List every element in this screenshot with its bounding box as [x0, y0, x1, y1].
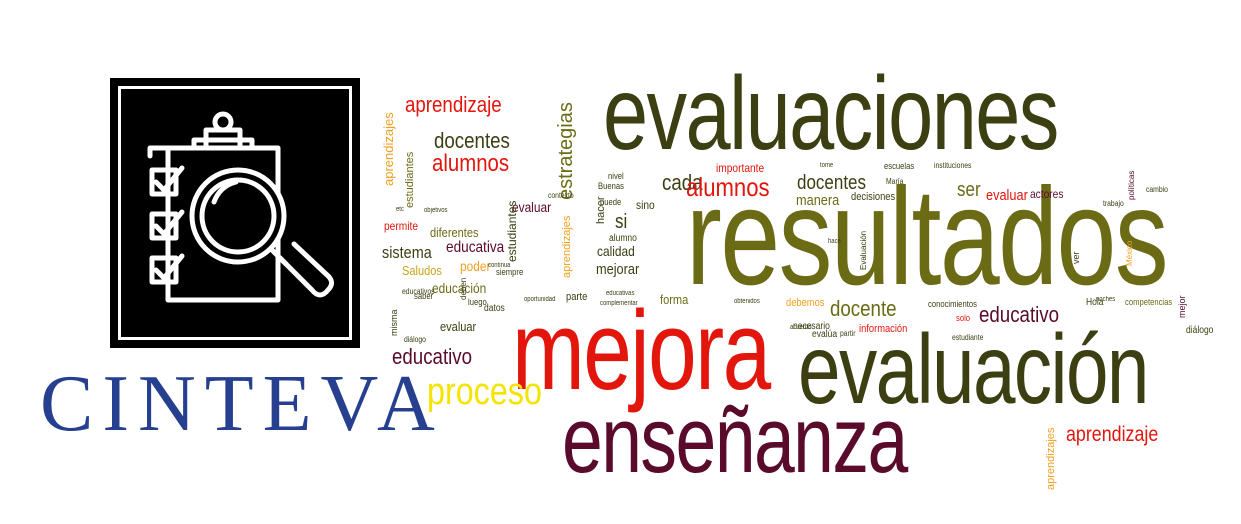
cloud-word: misma — [389, 309, 399, 337]
cloud-word: evaluar — [440, 319, 477, 334]
cloud-word: mejorar — [596, 261, 640, 278]
cloud-word: forma — [660, 292, 689, 307]
cloud-word: estrategias — [555, 102, 577, 200]
cloud-word: aprendizaje — [405, 92, 502, 117]
cloud-word: acuerdo — [790, 324, 812, 331]
cloud-word: complementar — [600, 300, 638, 307]
cloud-word: siempre — [496, 267, 524, 277]
cloud-word: debemos — [786, 297, 825, 309]
cloud-word: evalúa — [812, 329, 838, 340]
cloud-word: evaluaciones — [603, 56, 1059, 172]
cloud-word: educación — [432, 280, 487, 296]
cloud-word: educativos — [402, 287, 435, 296]
cloud-word: competencias — [1125, 297, 1173, 307]
clipboard-magnifier-icon — [147, 111, 334, 303]
cloud-word: tome — [820, 162, 834, 169]
cloud-word: educativa — [446, 239, 505, 256]
cloud-word: conocimientos — [928, 299, 977, 309]
cloud-word: diferentes — [430, 225, 479, 240]
cloud-word: permite — [384, 219, 419, 233]
cloud-word: docente — [830, 296, 897, 321]
cloud-word: sistema — [382, 243, 432, 262]
cloud-word: puede — [600, 197, 622, 207]
cloud-word: políticas — [1127, 170, 1136, 200]
cloud-word: enseñanza — [562, 387, 908, 492]
cloud-word: estudiantes — [404, 151, 416, 208]
cloud-word: instituciones — [934, 161, 972, 170]
cloud-word: noches — [1096, 296, 1116, 303]
cloud-word: alumnos — [432, 150, 510, 177]
cloud-word: proceso — [427, 371, 542, 413]
cloud-word: luego — [468, 297, 487, 307]
cloud-word: mejora — [512, 288, 771, 413]
cloud-word: María — [886, 177, 904, 186]
cloud-word: diálogo — [1186, 325, 1214, 336]
cloud-word: diálogo — [404, 335, 426, 344]
cloud-word: educativo — [392, 344, 473, 369]
cloud-word: estudiantes — [505, 200, 519, 262]
cloud-word: aprendizajes — [381, 112, 396, 186]
cloud-word: ser — [957, 179, 981, 201]
cloud-word: solo — [956, 313, 971, 323]
cloud-word: datos — [484, 303, 505, 314]
cloud-word: etc — [396, 206, 404, 213]
cloud-word: estudiante — [952, 333, 984, 342]
cloud-word: escuelas — [884, 161, 915, 171]
cloud-word: docentes — [797, 172, 866, 194]
cloud-word: alumnos — [686, 172, 770, 202]
cloud-word: aprendizajes — [561, 215, 573, 278]
cloud-word: educativas — [606, 290, 635, 297]
cloud-word: hacer — [595, 196, 607, 224]
logo-frame — [118, 86, 352, 340]
cloud-word: evaluación — [798, 314, 1149, 424]
cloud-word: aprendizaje — [1066, 423, 1159, 446]
brand-name: CINTEVA — [40, 360, 444, 448]
cloud-word: cada — [662, 170, 703, 195]
cloud-word: México — [1125, 240, 1134, 266]
logo — [110, 78, 360, 348]
cloud-word: si — [615, 211, 628, 233]
cloud-word: hace — [828, 238, 841, 245]
cloud-word: ver — [1071, 251, 1081, 264]
cloud-word: continua — [488, 262, 511, 269]
cloud-word: manera — [796, 192, 840, 209]
cloud-word: importante — [716, 161, 765, 175]
cloud-word: Buenas — [598, 181, 624, 191]
cloud-word: información — [859, 323, 908, 335]
cloud-word: partir — [840, 329, 856, 338]
cloud-word: nivel — [608, 171, 624, 181]
cloud-word: sino — [636, 198, 655, 212]
cloud-word: necesario — [793, 321, 830, 332]
cloud-word: Evaluación — [859, 230, 868, 270]
cloud-word: docentes — [434, 128, 510, 153]
cloud-word: mejor — [1177, 295, 1187, 318]
cloud-word: calidad — [597, 243, 635, 259]
cloud-word: actores — [1030, 187, 1064, 201]
cloud-word: contexto — [548, 191, 574, 200]
cloud-word: aprendizajes — [1045, 427, 1057, 490]
cloud-word: evaluar — [512, 199, 552, 215]
cloud-word: objetivos — [424, 207, 448, 214]
cloud-word: alumno — [609, 233, 637, 244]
cloud-word: oportunidad — [524, 296, 556, 303]
cloud-word: educativo — [979, 302, 1060, 327]
cloud-word: trabajo — [1103, 199, 1124, 208]
cloud-word: Hola — [1086, 297, 1104, 308]
cloud-word: decisiones — [851, 191, 896, 203]
cloud-word: deben — [459, 277, 468, 300]
cloud-word: obtenidos — [734, 298, 760, 305]
cloud-word: cambio — [1146, 185, 1168, 194]
cloud-word: saber — [414, 291, 434, 301]
cloud-word: poder — [460, 258, 491, 274]
cloud-word: evaluar — [986, 187, 1028, 204]
cloud-word: parte — [566, 291, 588, 303]
cloud-word: Saludos — [402, 263, 442, 278]
cloud-word: resultados — [686, 160, 1169, 314]
